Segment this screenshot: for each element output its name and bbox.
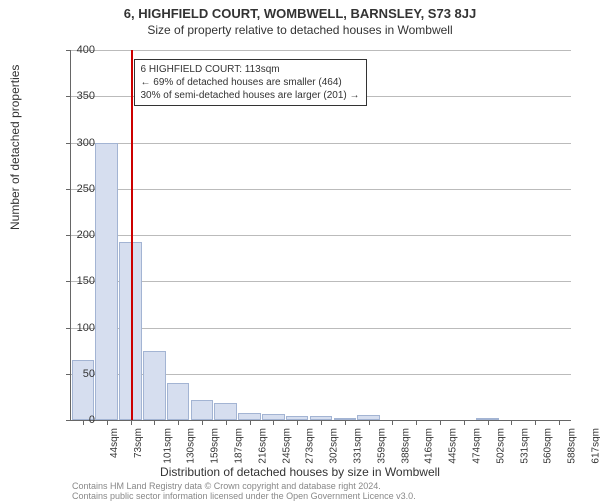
annotation-box: 6 HIGHFIELD COURT: 113sqm← 69% of detach… <box>134 59 367 106</box>
xtick-mark <box>297 420 298 425</box>
xtick-mark <box>250 420 251 425</box>
xtick-label: 187sqm <box>234 428 245 464</box>
xtick-mark <box>107 420 108 425</box>
ytick-label: 400 <box>65 44 95 56</box>
xtick-label: 560sqm <box>543 428 554 464</box>
ytick-label: 0 <box>65 414 95 426</box>
ytick-label: 150 <box>65 275 95 287</box>
xtick-label: 159sqm <box>210 428 221 464</box>
histogram-bar <box>238 413 261 420</box>
footer-line-2: Contains public sector information licen… <box>72 492 416 502</box>
xtick-label: 474sqm <box>472 428 483 464</box>
xtick-mark <box>131 420 132 425</box>
ytick-label: 100 <box>65 322 95 334</box>
xtick-mark <box>488 420 489 425</box>
x-axis-label: Distribution of detached houses by size … <box>0 465 600 479</box>
histogram-bar <box>214 403 237 420</box>
xtick-mark <box>464 420 465 425</box>
xtick-label: 331sqm <box>353 428 364 464</box>
xtick-label: 73sqm <box>133 428 144 458</box>
xtick-label: 245sqm <box>281 428 292 464</box>
xtick-mark <box>559 420 560 425</box>
footer-text: Contains HM Land Registry data © Crown c… <box>72 482 416 502</box>
y-axis-label: Number of detached properties <box>8 65 22 230</box>
xtick-mark <box>369 420 370 425</box>
xtick-label: 502sqm <box>495 428 506 464</box>
gridline <box>71 50 571 51</box>
ytick-label: 350 <box>65 90 95 102</box>
annotation-line: 30% of semi-detached houses are larger (… <box>141 89 360 102</box>
xtick-label: 302sqm <box>329 428 340 464</box>
xtick-mark <box>345 420 346 425</box>
xtick-mark <box>154 420 155 425</box>
plot-area: 6 HIGHFIELD COURT: 113sqm← 69% of detach… <box>70 50 571 421</box>
gridline <box>71 328 571 329</box>
histogram-bar <box>95 143 118 421</box>
annotation-line: ← 69% of detached houses are smaller (46… <box>141 76 360 89</box>
gridline <box>71 281 571 282</box>
xtick-label: 273sqm <box>305 428 316 464</box>
ytick-label: 250 <box>65 183 95 195</box>
ytick-label: 50 <box>65 368 95 380</box>
xtick-mark <box>202 420 203 425</box>
annotation-line: 6 HIGHFIELD COURT: 113sqm <box>141 63 360 76</box>
histogram-bar <box>167 383 190 420</box>
xtick-mark <box>440 420 441 425</box>
page-subtitle: Size of property relative to detached ho… <box>0 21 600 37</box>
xtick-label: 44sqm <box>109 428 120 458</box>
xtick-mark <box>535 420 536 425</box>
histogram-bar <box>191 400 214 420</box>
xtick-label: 445sqm <box>448 428 459 464</box>
xtick-mark <box>392 420 393 425</box>
xtick-label: 101sqm <box>162 428 173 464</box>
ytick-label: 300 <box>65 137 95 149</box>
xtick-label: 130sqm <box>186 428 197 464</box>
xtick-label: 388sqm <box>400 428 411 464</box>
histogram-bar <box>143 351 166 420</box>
xtick-mark <box>416 420 417 425</box>
gridline <box>71 143 571 144</box>
xtick-label: 416sqm <box>424 428 435 464</box>
xtick-label: 531sqm <box>519 428 530 464</box>
xtick-label: 617sqm <box>591 428 600 464</box>
xtick-mark <box>226 420 227 425</box>
xtick-mark <box>321 420 322 425</box>
xtick-label: 216sqm <box>257 428 268 464</box>
xtick-label: 359sqm <box>376 428 387 464</box>
xtick-label: 588sqm <box>567 428 578 464</box>
page-title: 6, HIGHFIELD COURT, WOMBWELL, BARNSLEY, … <box>0 0 600 21</box>
ytick-label: 200 <box>65 229 95 241</box>
xtick-mark <box>178 420 179 425</box>
gridline <box>71 189 571 190</box>
chart-container: 6, HIGHFIELD COURT, WOMBWELL, BARNSLEY, … <box>0 0 600 500</box>
xtick-mark <box>511 420 512 425</box>
gridline <box>71 235 571 236</box>
xtick-mark <box>273 420 274 425</box>
